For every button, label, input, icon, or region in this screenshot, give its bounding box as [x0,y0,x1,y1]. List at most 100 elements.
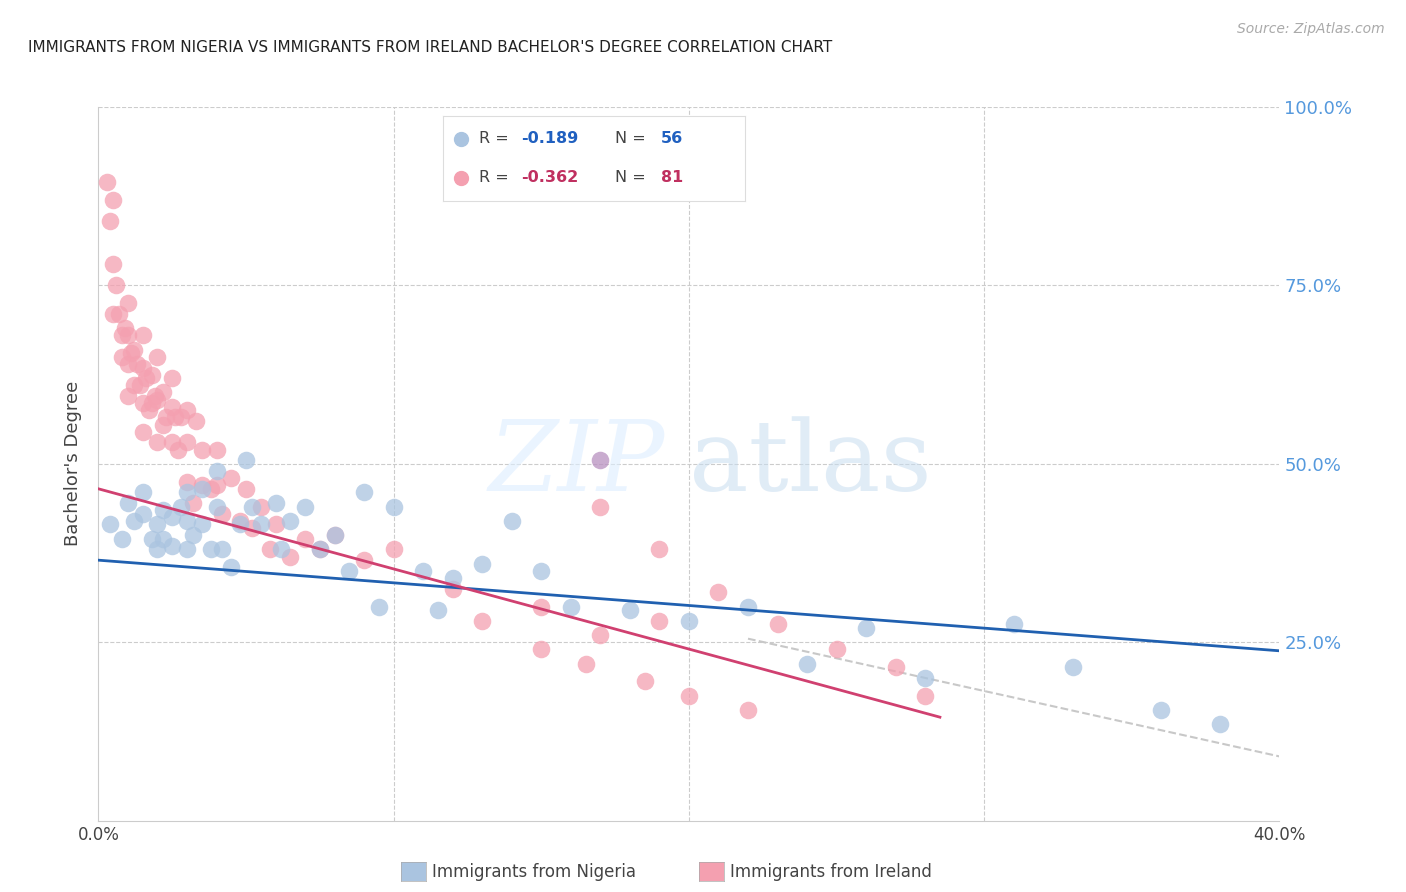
Point [108,307,131,321]
Point [264,517,287,532]
Point [162,435,183,450]
Point [111,350,134,364]
Point [382,542,405,557]
Point [146,435,169,450]
Text: 81: 81 [661,170,683,186]
Text: -0.362: -0.362 [522,170,579,186]
Point [155,410,177,425]
Point [117,357,139,371]
Point [264,496,287,510]
Point [471,557,494,571]
Point [471,614,494,628]
Point [96,175,118,189]
Point [138,403,160,417]
Point [98,214,121,228]
Point [176,475,198,489]
Point [114,321,136,335]
Point [191,517,214,532]
Point [707,585,730,599]
Point [103,193,125,207]
Point [353,553,375,567]
Point [737,599,759,614]
Point [117,389,139,403]
Point [309,542,332,557]
Point [184,414,207,428]
Point [221,471,243,485]
Point [427,603,450,617]
Point [117,496,139,510]
Point [884,660,907,674]
Point [766,617,789,632]
Point [648,614,671,628]
Point [117,328,139,343]
Point [191,478,214,492]
Point [141,532,163,546]
Point [634,674,657,689]
Point [200,482,222,496]
Point [167,442,190,457]
Text: ZIP: ZIP [489,417,665,511]
Text: Immigrants from Ireland: Immigrants from Ireland [730,863,932,881]
Point [259,542,281,557]
Point [914,671,936,685]
Text: 56: 56 [661,131,683,146]
Point [191,442,214,457]
Point [280,514,302,528]
Point [146,517,169,532]
Point [382,500,405,514]
Point [560,599,582,614]
Point [146,392,169,407]
Point [176,403,198,417]
Point [200,542,222,557]
Point [122,514,145,528]
Point [1150,703,1173,717]
Text: Source: ZipAtlas.com: Source: ZipAtlas.com [1237,22,1385,37]
Point [162,400,183,414]
Point [103,307,125,321]
Point [589,453,612,467]
Point [141,368,163,382]
Point [162,371,183,385]
Point [1062,660,1084,674]
Point [575,657,598,671]
Text: R =: R = [479,170,515,186]
Point [132,360,155,375]
Y-axis label: Bachelor's Degree: Bachelor's Degree [65,381,83,547]
Point [619,603,641,617]
Point [111,328,134,343]
Point [152,417,174,432]
Point [294,500,316,514]
Point [221,560,243,574]
Point [117,296,139,310]
Point [589,500,612,514]
Point [143,389,166,403]
Point [323,528,346,542]
Point [280,549,302,564]
Point [146,350,169,364]
Point [165,410,187,425]
Point [176,542,198,557]
Point [181,528,204,542]
Point [441,571,464,585]
Point [648,542,671,557]
Point [211,542,233,557]
Point [141,396,163,410]
Point [796,657,818,671]
Point [678,614,700,628]
Point [914,689,936,703]
Point [211,507,233,521]
Point [1209,717,1232,731]
Point [111,532,134,546]
Point [235,453,257,467]
Point [240,500,263,514]
Point [589,628,612,642]
Text: N =: N = [616,170,651,186]
Point [98,517,121,532]
Point [1002,617,1025,632]
Point [120,346,142,360]
Point [250,517,273,532]
Point [250,500,273,514]
Point [855,621,877,635]
Point [152,503,174,517]
Point [132,328,155,343]
